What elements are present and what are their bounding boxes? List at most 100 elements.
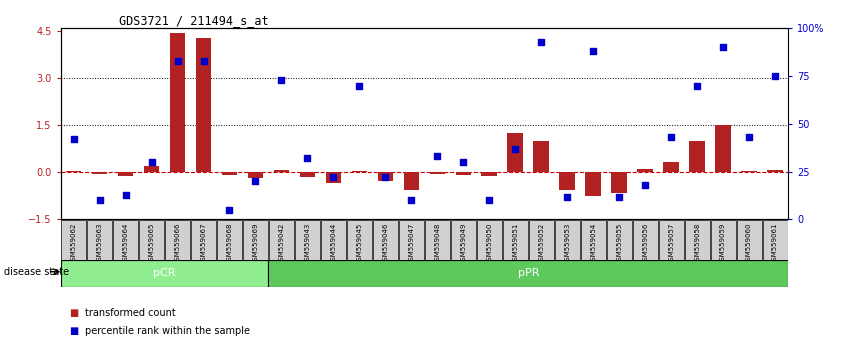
Bar <box>118 172 133 176</box>
Point <box>430 154 444 159</box>
Bar <box>481 172 497 176</box>
Bar <box>352 171 367 172</box>
Bar <box>378 172 393 181</box>
Bar <box>559 172 575 190</box>
Bar <box>430 172 445 175</box>
Point <box>586 48 600 54</box>
FancyBboxPatch shape <box>373 220 397 260</box>
Text: GSM559045: GSM559045 <box>357 223 362 265</box>
FancyBboxPatch shape <box>139 220 164 260</box>
Text: ■: ■ <box>69 308 79 318</box>
Point <box>223 207 236 213</box>
Bar <box>689 141 705 172</box>
Point <box>716 45 730 50</box>
Bar <box>741 171 757 172</box>
Point <box>378 175 392 180</box>
FancyBboxPatch shape <box>87 220 112 260</box>
Point <box>93 198 107 203</box>
Bar <box>92 172 107 174</box>
Text: GSM559044: GSM559044 <box>331 223 336 265</box>
Text: GSM559065: GSM559065 <box>149 223 154 265</box>
FancyBboxPatch shape <box>113 220 138 260</box>
Point <box>171 58 184 64</box>
FancyBboxPatch shape <box>321 220 346 260</box>
Point <box>690 83 704 88</box>
Text: GSM559059: GSM559059 <box>721 223 726 265</box>
Text: GSM559067: GSM559067 <box>201 223 206 265</box>
Point <box>249 178 262 184</box>
Text: GDS3721 / 211494_s_at: GDS3721 / 211494_s_at <box>119 14 268 27</box>
FancyBboxPatch shape <box>347 220 372 260</box>
Bar <box>248 172 263 178</box>
Text: GSM559060: GSM559060 <box>746 223 752 265</box>
Point <box>664 135 678 140</box>
Bar <box>170 33 185 172</box>
FancyBboxPatch shape <box>737 220 761 260</box>
Bar <box>222 172 237 175</box>
Bar <box>274 170 289 172</box>
Text: GSM559052: GSM559052 <box>539 223 544 265</box>
Text: disease state: disease state <box>4 267 69 277</box>
Text: GSM559050: GSM559050 <box>487 223 492 265</box>
Point <box>508 146 522 152</box>
Bar <box>637 169 653 172</box>
Bar <box>715 125 731 172</box>
Bar <box>196 38 211 172</box>
FancyBboxPatch shape <box>399 220 423 260</box>
FancyBboxPatch shape <box>217 220 242 260</box>
Text: GSM559058: GSM559058 <box>695 223 700 265</box>
Text: GSM559061: GSM559061 <box>772 223 778 265</box>
FancyBboxPatch shape <box>685 220 709 260</box>
Text: GSM559048: GSM559048 <box>435 223 440 265</box>
FancyBboxPatch shape <box>555 220 579 260</box>
Text: GSM559042: GSM559042 <box>279 223 284 265</box>
Text: GSM559054: GSM559054 <box>591 223 596 265</box>
Bar <box>66 171 81 172</box>
Point <box>560 194 574 199</box>
FancyBboxPatch shape <box>659 220 683 260</box>
Text: pCR: pCR <box>153 268 176 279</box>
Bar <box>404 172 419 190</box>
Bar <box>507 133 523 172</box>
Text: GSM559051: GSM559051 <box>513 223 518 265</box>
Bar <box>144 166 159 172</box>
Bar <box>767 170 783 172</box>
Point <box>301 155 314 161</box>
FancyBboxPatch shape <box>425 220 449 260</box>
FancyBboxPatch shape <box>61 220 86 260</box>
Point <box>326 175 340 180</box>
FancyBboxPatch shape <box>269 220 294 260</box>
FancyBboxPatch shape <box>243 220 268 260</box>
Text: GSM559066: GSM559066 <box>175 223 180 265</box>
Bar <box>268 260 788 287</box>
Point <box>404 198 418 203</box>
Point <box>612 194 626 199</box>
Point <box>67 136 81 142</box>
Bar <box>326 172 341 183</box>
Text: GSM559053: GSM559053 <box>565 223 570 265</box>
FancyBboxPatch shape <box>763 220 787 260</box>
Point <box>275 77 288 83</box>
FancyBboxPatch shape <box>165 220 190 260</box>
Text: percentile rank within the sample: percentile rank within the sample <box>85 326 250 336</box>
Point <box>742 135 756 140</box>
Text: ■: ■ <box>69 326 79 336</box>
Point <box>145 159 158 165</box>
Text: GSM559064: GSM559064 <box>123 223 128 265</box>
Point <box>119 192 132 198</box>
Text: GSM559057: GSM559057 <box>669 223 674 265</box>
Bar <box>61 260 268 287</box>
Text: GSM559062: GSM559062 <box>71 223 76 265</box>
Point <box>482 198 496 203</box>
FancyBboxPatch shape <box>607 220 631 260</box>
Bar <box>585 172 601 196</box>
Text: GSM559043: GSM559043 <box>305 223 310 265</box>
Point <box>197 58 210 64</box>
FancyBboxPatch shape <box>711 220 735 260</box>
FancyBboxPatch shape <box>477 220 501 260</box>
Bar <box>611 172 627 193</box>
Text: GSM559047: GSM559047 <box>409 223 414 265</box>
FancyBboxPatch shape <box>191 220 216 260</box>
Text: transformed count: transformed count <box>85 308 176 318</box>
Text: GSM559069: GSM559069 <box>253 223 258 265</box>
